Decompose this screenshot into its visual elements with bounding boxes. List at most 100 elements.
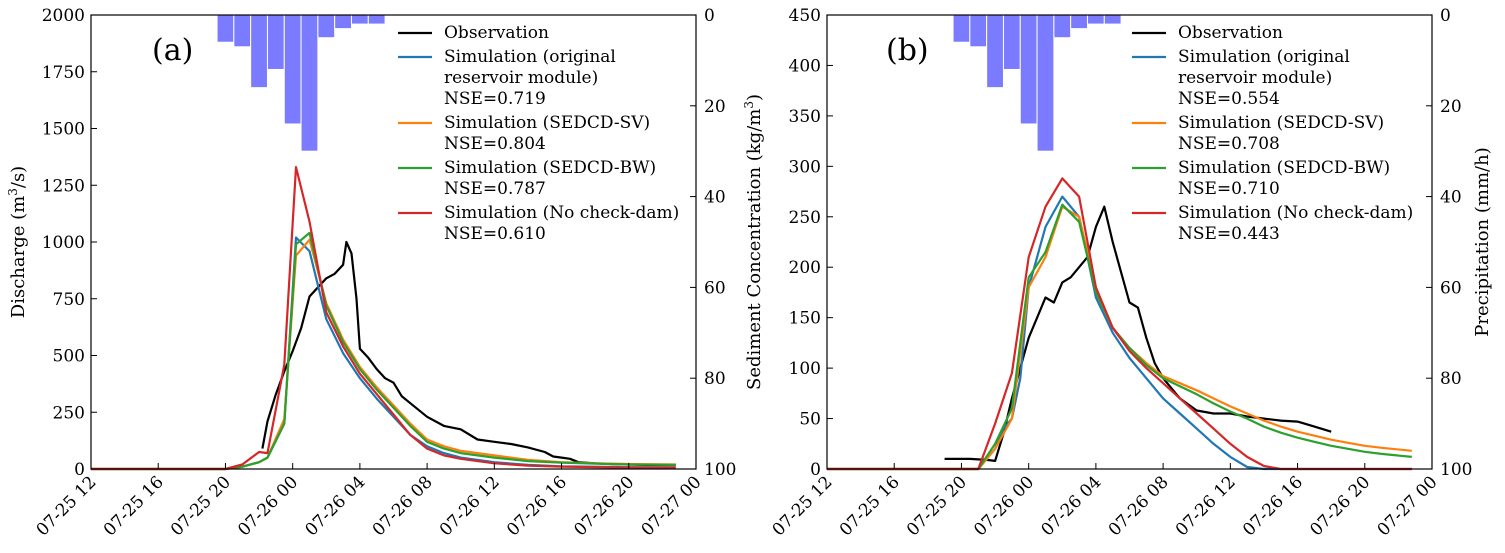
legend-label: Simulation (original [444,47,616,67]
precip-bar [1086,14,1105,25]
panel-a: 0 250 500 750 1000 1250 1500 1750 2000 0 20 40 60 80 1… [6,6,736,540]
y-tick-label: 1250 [42,176,85,196]
y2-tick-label: 0 [704,6,715,26]
series-line-original [827,195,1412,471]
legend-label: Simulation (original [1178,47,1350,67]
precip-bar [1019,14,1038,125]
y-tick-label: 750 [53,290,85,310]
series-line-original [91,236,676,471]
y-tick-label: 150 [789,309,821,329]
x-tick-label: 07-26 04 [1038,472,1106,540]
legend-label: reservoir module) [1178,68,1332,88]
precip-bar [266,14,285,70]
precip-bar [250,14,268,89]
y-tick-label: 0 [810,460,821,480]
legend-label: Observation [1178,23,1283,43]
precip-bar [1036,14,1055,152]
x-tick-label: 07-26 00 [234,472,302,540]
y2-tick-label: 80 [704,369,726,389]
precip-bar [216,14,235,43]
x-tick-label: 07-26 08 [1105,472,1173,540]
legend-label: reservoir module) [444,68,598,88]
y2-tick-label: 20 [1440,97,1462,117]
y2-tick-label: 60 [704,278,726,298]
x-tick-label: 07-25 16 [836,472,904,540]
x-tick-label: 07-25 16 [100,472,168,540]
x-tick-label: 07-26 12 [436,472,504,540]
y-tick-label: 500 [53,347,85,367]
precip-bar [233,14,252,48]
y-tick-label: 250 [53,403,85,423]
precip-bar [1053,14,1072,39]
y2-tick-label: 0 [1440,6,1451,26]
x-tick-label: 07-26 00 [970,472,1038,540]
y-tick-label: 50 [799,410,821,430]
precip-bar [283,14,302,125]
y-tick-label: 0 [74,460,85,480]
y-tick-label: 350 [789,107,821,127]
y2-tick-label: 40 [704,188,726,208]
legend-label: Simulation (No check-dam) [444,203,679,223]
y-axis-label: Discharge (m3/s) [6,166,29,318]
series-line-sv [827,205,1412,471]
y-tick-label: 300 [789,157,821,177]
plot-frame [90,14,697,470]
legend-label: NSE=0.787 [444,179,546,199]
precip-bar [1103,14,1122,25]
panel-label: (b) [886,33,929,68]
x-tick-label: 07-26 20 [1306,472,1374,540]
precip-bar [1002,14,1021,70]
series-line-sv [91,238,676,471]
legend-label: Simulation (No check-dam) [1178,203,1413,223]
precip-bar [1070,14,1088,30]
series-line-nocheck [91,166,676,471]
legend-label: NSE=0.610 [444,224,546,244]
series-line-bw [91,231,676,471]
legend-label: NSE=0.804 [444,134,546,154]
x-tick-label: 07-26 20 [570,472,638,540]
x-tick-label: 07-27 00 [638,472,706,540]
series-line-observation [261,240,676,466]
precip-bar [350,14,369,25]
legend-label: Observation [444,23,549,43]
y2-tick-label: 100 [704,460,736,480]
y-tick-label: 1000 [42,233,85,253]
x-tick-label: 07-26 16 [1239,472,1307,540]
y-tick-label: 450 [789,6,821,26]
y-axis-label: Sediment Concentration (kg/m3) [742,94,765,390]
legend-label: NSE=0.719 [444,89,546,109]
legend-label: Simulation (SEDCD-BW) [444,158,656,178]
legend-label: Simulation (SEDCD-SV) [444,113,650,133]
precip-bar [300,14,319,152]
precip-bar [952,14,971,43]
y-tick-label: 200 [789,258,821,278]
x-tick-label: 07-26 08 [369,472,437,540]
legend-label: NSE=0.554 [1178,89,1280,109]
legend-label: NSE=0.708 [1178,134,1280,154]
precip-bar [986,14,1004,89]
y2-tick-label: 20 [704,97,726,117]
panel-label: (a) [152,33,193,68]
series-line-bw [827,203,1412,471]
legend-label: Simulation (SEDCD-SV) [1178,113,1384,133]
x-tick-label: 07-25 12 [33,472,101,540]
x-tick-label: 07-25 12 [769,472,837,540]
x-tick-label: 07-25 20 [903,472,971,540]
y-tick-label: 2000 [42,6,85,26]
plot-frame [826,14,1433,470]
x-tick-label: 07-26 12 [1172,472,1240,540]
legend-label: Simulation (SEDCD-BW) [1178,158,1390,178]
y2-tick-label: 80 [1440,369,1462,389]
precip-bar [317,14,336,39]
precip-bar [969,14,988,48]
y-tick-label: 100 [789,359,821,379]
y-tick-label: 1750 [42,63,85,83]
precip-bar [367,14,386,25]
y2-tick-label: 40 [1440,188,1462,208]
y-tick-label: 250 [789,208,821,228]
x-tick-label: 07-25 20 [167,472,235,540]
x-tick-label: 07-26 16 [503,472,571,540]
x-tick-label: 07-27 00 [1374,472,1442,540]
y-tick-label: 400 [789,56,821,76]
